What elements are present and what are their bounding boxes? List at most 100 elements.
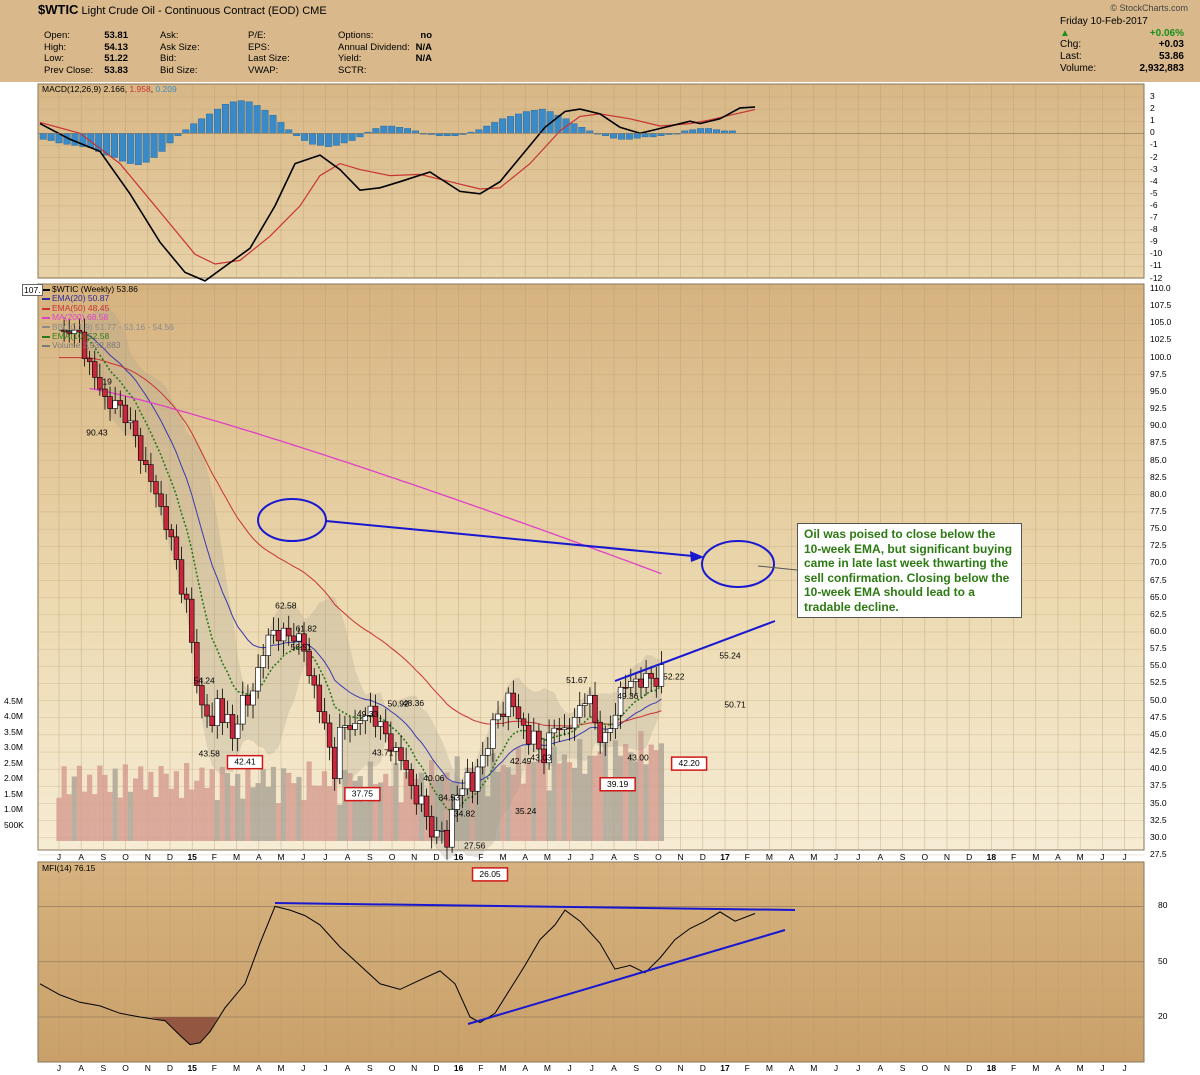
price-y-tick: 97.5: [1150, 368, 1167, 379]
candle-down: [510, 692, 517, 708]
volume-bar: [245, 761, 251, 841]
x-axis-tick: A: [522, 852, 529, 862]
mfi-legend: MFI(14) 76.15: [42, 863, 96, 873]
x-axis-tick-bottom: A: [344, 1063, 351, 1073]
volume-bar: [199, 767, 205, 841]
candle-down: [597, 721, 603, 743]
candle-up: [602, 732, 608, 743]
candle-down: [372, 705, 379, 727]
macd-histogram-bar: [324, 133, 332, 147]
candle-down: [388, 733, 394, 752]
macd-y-tick: 1: [1150, 115, 1155, 126]
macd-histogram-bar: [134, 133, 142, 165]
volume-bar: [209, 769, 215, 841]
quote-open-value: 53.81: [104, 30, 128, 41]
volume-bar: [643, 764, 649, 841]
x-axis-tick: A: [1055, 852, 1061, 862]
legend-text: EMA(20) 50.87: [52, 293, 110, 304]
candle-down: [383, 721, 389, 735]
macd-histogram-bar: [301, 133, 309, 141]
x-axis-tick-bottom: 18: [986, 1063, 997, 1073]
candle-up: [577, 705, 583, 718]
candle-down: [117, 400, 123, 406]
candle-down: [194, 642, 200, 686]
legend-text: BB(10,1.9) 51.77 - 53.16 - 54.56: [52, 321, 174, 332]
change-box: Friday 10-Feb-2017 ▲ +0.06% Chg: +0.03 Las…: [1060, 16, 1184, 74]
volume-bar: [495, 771, 501, 841]
macd-histogram-bar: [277, 122, 285, 134]
macd-histogram-bar: [483, 125, 491, 134]
candle-up: [296, 633, 302, 642]
price-y-tick: 32.5: [1150, 814, 1167, 825]
price-label-box: [471, 867, 509, 882]
candle-up: [464, 772, 471, 790]
x-axis-tick: D: [699, 852, 706, 862]
candle-down: [648, 673, 654, 679]
x-axis-tick-bottom: J: [1100, 1063, 1105, 1073]
x-axis-tick: S: [899, 852, 906, 862]
price-label: 39.19: [607, 779, 629, 789]
x-axis-tick-bottom: F: [478, 1063, 484, 1073]
macd-histogram-bar: [570, 123, 578, 134]
candle-down: [311, 675, 317, 686]
candle-down: [189, 598, 195, 643]
macd-histogram-bar: [158, 133, 166, 152]
x-axis-tick: O: [122, 852, 129, 862]
x-axis-tick: N: [943, 852, 951, 862]
price-label: 54.24: [193, 676, 215, 686]
price-label: 55.24: [719, 651, 741, 661]
price-y-tick: 95.0: [1150, 385, 1167, 396]
legend-text: Volume 2,932,883: [52, 340, 121, 351]
volume-bar: [102, 774, 108, 841]
volume-bar: [515, 747, 522, 841]
price-y-tick: 77.5: [1150, 505, 1167, 516]
macd-y-tick: -2: [1150, 151, 1158, 162]
macd-histogram-bar: [404, 128, 412, 134]
volume-bar: [505, 767, 511, 841]
x-axis-tick-bottom: A: [78, 1063, 85, 1073]
symbol: $WTIC: [38, 2, 79, 17]
candle-up: [357, 720, 363, 724]
volume-bar: [658, 743, 665, 841]
candle-up: [633, 678, 639, 682]
candle-down: [515, 706, 522, 720]
mfi-y-tick: 20: [1158, 1011, 1168, 1021]
candle-up: [505, 692, 511, 717]
circle-2017-top: [701, 540, 775, 588]
ema10-line: [58, 329, 662, 811]
candle-down: [469, 772, 476, 792]
macd-histogram-bar: [499, 118, 507, 134]
candle-up: [71, 329, 78, 334]
price-label: 56.51: [290, 642, 312, 652]
candle-down: [204, 704, 210, 717]
quote-col-1-values: 53.81 54.13 51.22 53.83: [90, 30, 128, 77]
volume-bar: [587, 755, 593, 841]
x-axis-tick-bottom: F: [211, 1063, 217, 1073]
price-label: 40.06: [423, 773, 445, 783]
volume-bar: [184, 762, 190, 841]
volume-bar: [531, 761, 537, 841]
quote-high-label: High:: [44, 41, 67, 53]
volume-bar: [393, 763, 399, 841]
macd-histogram-bar: [491, 122, 499, 134]
x-axis-tick: A: [255, 852, 262, 862]
volume-bar: [648, 744, 654, 841]
volume-bar: [281, 768, 287, 841]
x-axis-tick-bottom: D: [166, 1063, 174, 1073]
price-y-tick: 42.5: [1150, 746, 1167, 757]
price-y-tick: 100.0: [1150, 351, 1172, 362]
volume-bar: [81, 791, 88, 841]
candle-down: [403, 760, 409, 770]
macd-histogram-bar: [126, 133, 134, 164]
candle-up: [214, 698, 220, 726]
candle-down: [301, 633, 307, 652]
candle-up: [561, 727, 568, 730]
volume-bar: [260, 769, 266, 841]
price-label: 50.92: [387, 698, 409, 708]
candle-down: [316, 684, 323, 712]
x-axis-tick-bottom: M: [233, 1063, 241, 1073]
price-legend-item: BB(10,1.9) 51.77 - 53.16 - 54.56: [42, 322, 174, 332]
macd-y-tick: -4: [1150, 175, 1158, 186]
candle-up: [377, 721, 384, 727]
candle-down: [347, 725, 353, 730]
